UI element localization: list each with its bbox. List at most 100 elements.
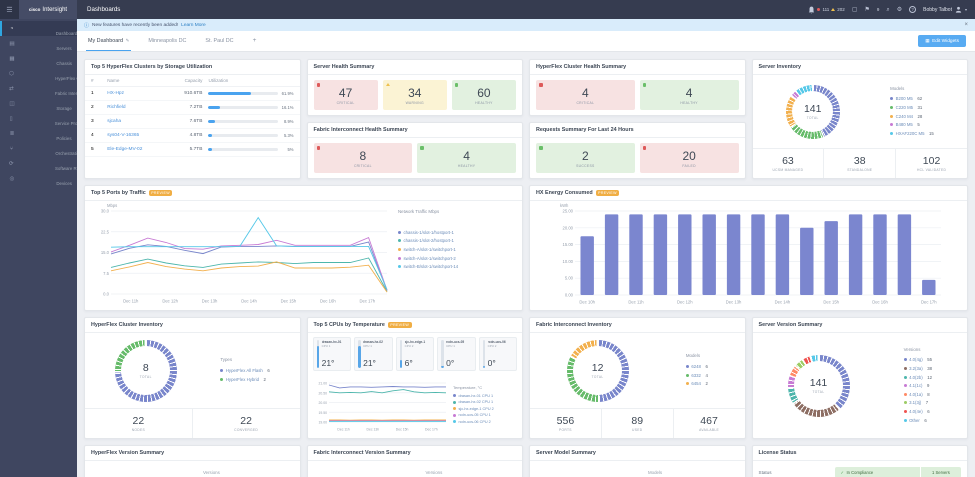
banner-close-icon[interactable]: × [964,22,968,28]
cluster-name-link[interactable]: Richfield [107,105,126,110]
legend-item[interactable]: 4.0(4g) 55 [903,357,932,362]
sidebar-item-dashboards[interactable]: ◔ Dashboards [0,21,77,36]
license-row: Status ✓ In Compliance 1 Servers [753,461,968,477]
widget-fi-health: Fabric Interconnect Health Summary 8 CRIT… [306,122,523,179]
widgets-grid-icon: ▦ [925,38,930,43]
legend-item[interactable]: switch-B/slot-1/switchport-14 [398,264,512,269]
cluster-name-link[interactable]: HX-Hpz [107,91,124,96]
legend-item[interactable]: 3.2(3a) 38 [903,366,932,372]
rank-cell: 2 [91,105,94,110]
tab-my-dashboard[interactable]: My Dashboard ✎ [86,31,132,51]
capacity-cell: 7.6TB [189,119,203,124]
legend-label: 6454 [691,381,701,387]
edit-widgets-label: Edit Widgets [932,38,959,44]
legend-label: 4.0(4e) [909,408,923,414]
legend-item[interactable]: chassis-1/slot-2/hostport-1 [398,238,512,243]
table-header: # Name Capacity Utilization [85,75,300,87]
legend-item[interactable]: rcdn-ucs-05 CPU 1 [453,413,517,417]
capacity-cell: 4.8TB [189,133,203,138]
stat-used: 89 USED [600,409,673,438]
legend-title: Models [890,85,905,91]
banner-learn-more-link[interactable]: Learn More [181,22,206,28]
health-card-critical: 4 CRITICAL [536,80,635,110]
sidebar-item-chassis[interactable]: ▦ Chassis [0,51,77,66]
legend-dot-icon [398,247,401,251]
cpu-sub: CPU 2 [487,344,497,348]
legend-item[interactable]: 4.0(1a) 8 [903,391,932,397]
server-inventory-donut: 141 TOTAL [785,84,840,139]
legend-item[interactable]: HXAF220C M5 15 [890,131,934,136]
health-cards: 47 CRITICAL 34 WARNING 60 HEALTHY [308,75,523,115]
sidebar-item-servers[interactable]: ▤ Servers [0,36,77,51]
search-icon[interactable]: ⌕ [886,6,890,13]
flag-icon[interactable]: ⚑ [864,6,870,13]
feedback-icon[interactable]: ▢ [851,6,858,13]
legend-title: Types [220,357,233,363]
alarms-button[interactable]: 111 202 [808,6,845,14]
legend-item[interactable]: Other 6 [903,418,932,423]
widget-title: Server Inventory [758,64,802,70]
legend-item[interactable]: 6332 4 [685,372,708,378]
cluster-name-link[interactable]: sjcaha [107,119,122,124]
warning-triangle-icon [831,8,836,11]
cluster-name-link[interactable]: Ele-Edge-MV-02 [107,147,143,152]
legend-item[interactable]: HyperFlex Hybrid 2 [220,377,269,382]
header-actions: 111 202 ▢ ⚑ 9 ⌕ ⚙ ? Bobby Talbot ▾ [808,6,975,14]
legend-item[interactable]: switch-A/slot-1/switchport-2 [398,256,512,261]
legend-item[interactable]: chassis-1/slot-1/hostport-1 [398,230,512,235]
legend-item[interactable]: 6248 6 [685,364,708,369]
legend-value: 28 [917,113,923,119]
legend-item[interactable]: switch-A/slot-1/switchport-1 [398,247,512,252]
settings-gear-icon[interactable]: ⚙ [896,6,903,13]
cluster-name-link[interactable]: sys04-V-16365 [107,133,140,138]
legend-value: 38 [927,366,932,372]
legend-item[interactable]: drasan-hx-01 CPU 1 [453,394,517,398]
sidebar-item-orchestration[interactable]: ⑂ Orchestration [0,141,77,156]
legend-item[interactable]: rcdn-ucs-06 CPU 2 [453,420,517,424]
cpu-sub: CPU 1 [321,344,331,348]
tab-add-tab[interactable]: + [251,31,259,51]
legend-item[interactable]: C240 M4 28 [890,114,934,119]
legend-item[interactable]: HyperFlex All Flash 6 [220,368,270,373]
sidebar-item-policies[interactable]: ≣ Policies [0,126,77,141]
server-versions-legend: Versions 4.0(4g) 55 3.2(3a) 38 4.0(2b) 12 4.1(1… [903,347,932,425]
legend-label: 6332 [691,372,701,378]
svg-text:20.50: 20.50 [318,391,327,395]
sidebar-item-storage[interactable]: ◫ Storage [0,96,77,111]
health-value: 20 [682,148,696,163]
svg-text:20.00: 20.00 [562,225,573,230]
menu-toggle-button[interactable]: ☰ [0,0,19,19]
tab-minneapolis-dc[interactable]: Minneapolis DC [146,31,188,51]
sidebar-item-devices[interactable]: ◎ Devices [0,171,77,186]
legend-item[interactable]: 3.1(3j) 7 [903,400,932,405]
legend-label: rcdn-ucs-06 CPU 2 [458,419,491,424]
help-icon[interactable]: ? [909,6,917,13]
legend-item[interactable]: C220 M5 31 [890,105,934,110]
legend-item[interactable]: 4.0(4e) 6 [903,408,932,414]
health-label: CRITICAL [576,100,595,105]
user-menu[interactable]: Bobby Talbot ▾ [923,6,967,13]
legend-item[interactable]: drasan-hx-02 CPU 1 [453,400,517,404]
sidebar-item-service-profiles[interactable]: ▯ Service Profiles [0,111,77,126]
legend-item[interactable]: B200 M5 62 [890,96,934,101]
legend-item[interactable]: B480 M5 5 [890,122,934,127]
edit-widgets-button[interactable]: ▦ Edit Widgets [918,35,966,47]
legend-item[interactable]: 4.0(2b) 12 [903,375,932,380]
sidebar-item-fabric-interconnects[interactable]: ⇄ Fabric Interconnects [0,81,77,96]
sidebar-item-hyperflex-clusters[interactable]: ⬡ HyperFlex Clusters [0,66,77,81]
legend-item[interactable]: 6454 2 [685,381,708,387]
widget-requests-summary: Requests Summary For Last 24 Hours 2 SUCC… [529,122,746,179]
health-card-critical: 47 CRITICAL [313,80,378,110]
legend-item[interactable]: sjc-hx-edge-1 CPU 2 [453,407,517,411]
legend-label: rcdn-ucs-05 CPU 1 [458,413,491,418]
legend-item[interactable]: 4.1(1c) 9 [903,383,932,388]
utilization-percent: 8.9% [283,119,294,124]
svg-text:7.5: 7.5 [103,271,109,276]
donut-center: 141 TOTAL [788,355,850,417]
sidebar-item-software-repository[interactable]: ⟳ Software Repository [0,156,77,171]
tab-st-paul-dc[interactable]: St. Paul DC [203,31,235,51]
legend-dot-icon [453,407,456,411]
health-card-healthy: 4 HEALTHY [417,143,516,173]
legend-label: 4.0(1a) [909,391,923,397]
cpu-sub: CPU 1 [446,344,455,348]
